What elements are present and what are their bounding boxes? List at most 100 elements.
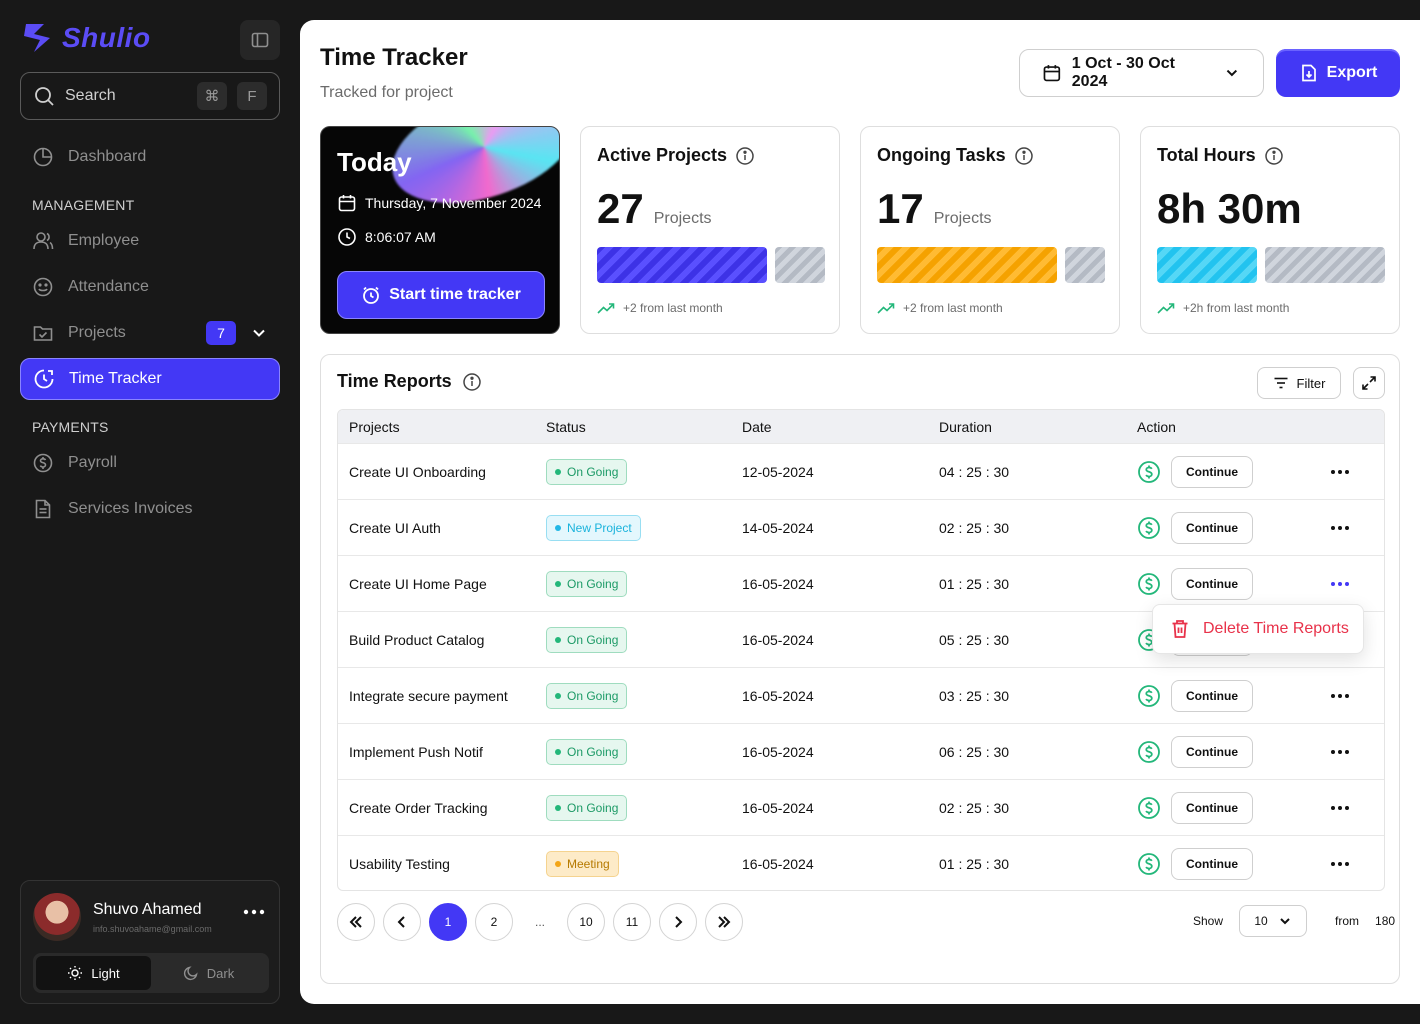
sidebar-toggle-icon	[251, 32, 269, 48]
nav-payroll[interactable]: Payroll	[20, 442, 280, 484]
prev-page-button[interactable]	[383, 903, 421, 941]
search-icon	[35, 87, 54, 106]
status-badge: On Going	[546, 626, 628, 653]
nav-attendance[interactable]: Attendance	[20, 266, 280, 308]
page-11-button[interactable]: 11	[613, 903, 651, 941]
theme-dark-option[interactable]: Dark	[151, 956, 266, 990]
more-horizontal-icon[interactable]	[1330, 688, 1350, 704]
info-icon[interactable]	[1014, 146, 1034, 166]
status-badge: On Going	[546, 682, 628, 709]
nav-projects[interactable]: Projects 7	[20, 312, 280, 354]
date-range-picker[interactable]: 1 Oct - 30 Oct 2024	[1019, 49, 1264, 97]
nav-attendance-label: Attendance	[68, 278, 149, 295]
status-cell: On Going	[535, 458, 733, 485]
info-icon[interactable]	[1264, 146, 1284, 166]
app-name: Shulio	[62, 22, 151, 53]
hours-remaining-bar	[1265, 247, 1385, 283]
today-card: Today Thursday, 7 November 2024 8:06:07 …	[320, 126, 560, 334]
expand-button[interactable]	[1353, 367, 1385, 399]
search-placeholder: Search	[65, 87, 116, 104]
info-icon[interactable]	[462, 372, 482, 392]
nav-services-invoices[interactable]: Services Invoices	[20, 488, 280, 530]
chevron-down-icon[interactable]	[250, 324, 268, 342]
delete-time-reports-menu-item[interactable]: Delete Time Reports	[1152, 604, 1364, 654]
nav-dashboard[interactable]: Dashboard	[20, 136, 280, 178]
dollar-circle-icon[interactable]	[1137, 796, 1161, 820]
status-cell: On Going	[535, 570, 733, 597]
info-icon[interactable]	[735, 146, 755, 166]
profile-email: info.shuvoahame@gmail.com	[93, 924, 212, 934]
users-icon	[33, 232, 54, 250]
ongoing-progress-bar	[877, 247, 1057, 283]
page-size-control: Show 10 from 180	[1193, 905, 1395, 937]
document-icon	[35, 499, 51, 519]
today-time-row: 8:06:07 AM	[337, 227, 436, 247]
page-1-button[interactable]: 1	[429, 903, 467, 941]
last-page-button[interactable]	[705, 903, 743, 941]
logo[interactable]: Shulio	[20, 20, 151, 56]
filter-button[interactable]: Filter	[1257, 367, 1341, 399]
management-section-label: MANAGEMENT	[32, 197, 135, 213]
nav-time-tracker-label: Time Tracker	[69, 370, 162, 387]
more-horizontal-icon[interactable]	[1330, 856, 1350, 872]
dollar-circle-icon[interactable]	[1137, 852, 1161, 876]
dollar-circle-icon[interactable]	[1137, 740, 1161, 764]
chevron-down-icon	[1226, 69, 1238, 77]
column-header-status[interactable]: Status	[546, 418, 586, 435]
continue-button[interactable]: Continue	[1171, 567, 1253, 600]
column-header-projects[interactable]: Projects	[349, 418, 400, 435]
continue-button[interactable]: Continue	[1171, 791, 1253, 824]
from-label: from	[1335, 914, 1360, 928]
page-size-select[interactable]: 10	[1239, 905, 1308, 937]
dollar-circle-icon[interactable]	[1137, 684, 1161, 708]
continue-button[interactable]: Continue	[1171, 455, 1253, 488]
continue-button[interactable]: Continue	[1171, 679, 1253, 712]
column-header-date[interactable]: Date	[742, 418, 772, 435]
export-button[interactable]: Export	[1276, 49, 1400, 97]
more-horizontal-icon[interactable]	[1330, 576, 1350, 592]
shortcut-cmd-key: ⌘	[197, 82, 227, 110]
duration-cell: 01 : 25 : 30	[939, 575, 1010, 592]
chevron-down-icon	[1279, 918, 1290, 925]
duration-cell: 04 : 25 : 30	[939, 463, 1010, 480]
table-row: Implement Push Notif On Going 16-05-2024 06…	[338, 723, 1384, 779]
table-header: Projects Status Date Duration Action	[338, 410, 1384, 443]
page-2-button[interactable]: 2	[475, 903, 513, 941]
stat-title: Total Hours	[1157, 145, 1284, 166]
search-input[interactable]: Search ⌘ F	[20, 72, 280, 120]
pagination: 1 2 ... 10 11	[337, 903, 743, 941]
total-hours-card: Total Hours 8h 30m +2h from last month	[1140, 126, 1400, 334]
status-label: On Going	[567, 688, 619, 703]
ongoing-tasks-title: Ongoing Tasks	[877, 145, 1006, 165]
column-header-action: Action	[1137, 418, 1176, 435]
avatar[interactable]	[33, 893, 81, 941]
theme-light-label: Light	[91, 965, 120, 981]
first-page-button[interactable]	[337, 903, 375, 941]
continue-button[interactable]: Continue	[1171, 847, 1253, 880]
continue-button[interactable]: Continue	[1171, 511, 1253, 544]
next-page-button[interactable]	[659, 903, 697, 941]
more-horizontal-icon[interactable]	[1330, 744, 1350, 760]
nav-employee[interactable]: Employee	[20, 220, 280, 262]
table-row: Create Order Tracking On Going 16-05-2024 0…	[338, 779, 1384, 835]
clock-icon	[338, 228, 356, 246]
dollar-circle-icon[interactable]	[1137, 516, 1161, 540]
more-horizontal-icon[interactable]	[1330, 520, 1350, 536]
more-horizontal-icon[interactable]	[243, 907, 265, 917]
sidebar-toggle-button[interactable]	[240, 20, 280, 60]
duration-cell: 02 : 25 : 30	[939, 799, 1010, 816]
start-time-tracker-button[interactable]: Start time tracker	[337, 271, 545, 319]
stat-title: Ongoing Tasks	[877, 145, 1034, 166]
dollar-circle-icon[interactable]	[1137, 572, 1161, 596]
time-reports-header: Time Reports	[337, 371, 482, 392]
continue-button[interactable]: Continue	[1171, 735, 1253, 768]
theme-light-option[interactable]: Light	[36, 956, 151, 990]
more-horizontal-icon[interactable]	[1330, 464, 1350, 480]
status-dot	[555, 636, 561, 643]
page-10-button[interactable]: 10	[567, 903, 605, 941]
nav-time-tracker[interactable]: Time Tracker	[20, 358, 280, 400]
more-horizontal-icon[interactable]	[1330, 800, 1350, 816]
page-subtitle: Tracked for project	[320, 84, 453, 101]
dollar-circle-icon[interactable]	[1137, 460, 1161, 484]
column-header-duration[interactable]: Duration	[939, 418, 992, 435]
